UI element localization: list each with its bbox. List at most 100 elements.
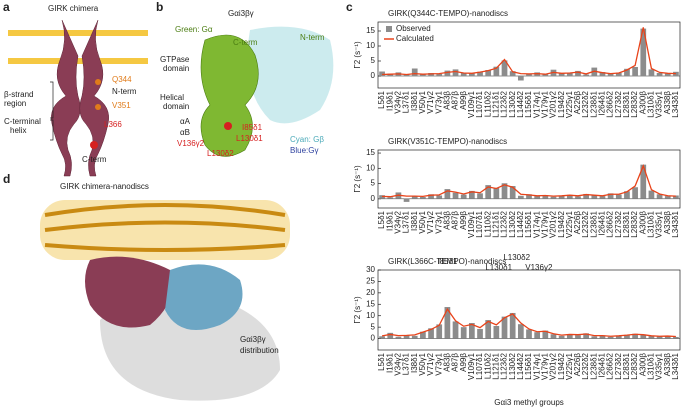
panel-letter: a: [3, 0, 10, 14]
bar: [648, 190, 655, 199]
bar: [534, 332, 541, 339]
y-tick-label: 0: [371, 334, 376, 343]
bar: [485, 320, 492, 339]
x-tick-label: A87β: [451, 211, 460, 230]
residue-label: V136γ2: [177, 139, 205, 148]
bar: [485, 185, 492, 199]
bar: [558, 73, 565, 76]
plot-frame: [377, 149, 681, 209]
x-tick-label: V174γ1: [532, 352, 541, 380]
spin-label-site: [90, 141, 98, 149]
bar: [444, 307, 451, 339]
x-tick-label: A300β: [638, 91, 647, 115]
x-tick-label: L130δ2: [508, 210, 517, 237]
bar: [575, 70, 581, 76]
x-tick-label: V71γ2: [426, 210, 435, 233]
x-tick-label: L194δ2: [557, 90, 566, 117]
domain-label: GTPase: [160, 55, 190, 64]
bar: [403, 198, 410, 202]
y-tick-label: 5: [371, 56, 376, 65]
bar: [469, 190, 475, 199]
residue-label: I85δ1: [242, 123, 263, 132]
x-tick-label: L283δ2: [630, 352, 639, 379]
x-tick-label: L130δ2: [508, 90, 517, 117]
x-tick-label: A99β: [459, 353, 468, 372]
bar: [387, 332, 394, 339]
x-tick-label: A226β: [573, 91, 582, 115]
plot-frame: [377, 21, 681, 89]
x-tick-label: L232δ2: [581, 210, 590, 237]
calculated-line: [381, 307, 676, 338]
bar: [656, 194, 663, 199]
residue-label: Q344: [112, 75, 132, 84]
bar: [460, 72, 467, 76]
x-tick-label: I264δ1: [598, 90, 607, 115]
bar: [624, 334, 630, 339]
y-tick-label: 10: [366, 311, 375, 320]
bar: [436, 73, 443, 76]
bar: [673, 71, 679, 76]
x-tick-label: L310δ1: [647, 352, 656, 379]
x-tick-label: V174γ1: [532, 90, 541, 118]
x-tick-label: L107δ1: [475, 90, 484, 117]
x-tick-label: V201γ2: [549, 90, 558, 118]
x-tick-label: V225γ1: [565, 90, 574, 118]
y-tick-label: 25: [366, 277, 375, 286]
y-tick-label: 20: [366, 288, 375, 297]
x-tick-label: L123δ2: [500, 210, 509, 237]
x-tick-label: L310δ1: [647, 210, 656, 237]
x-tick-label: L123δ2: [500, 352, 509, 379]
spin-label-site: [95, 104, 101, 110]
bar: [428, 328, 434, 339]
x-tick-label: L130δ2: [508, 352, 517, 379]
nanodisc: [40, 200, 290, 260]
x-tick-label: L37δ1: [402, 210, 411, 233]
region-label: helix: [10, 126, 26, 135]
girk-structure: [85, 256, 173, 328]
annotation: I85δ1: [437, 257, 458, 266]
x-tick-label: A99β: [459, 91, 468, 110]
bar: [403, 74, 410, 76]
legend-swatch: [386, 26, 392, 32]
bar: [452, 321, 459, 339]
bar: [534, 196, 541, 199]
x-tick-label: L37δ1: [402, 352, 411, 375]
bar: [558, 195, 565, 199]
bar: [542, 330, 549, 339]
bar: [583, 74, 589, 76]
region-label: region: [4, 99, 26, 108]
bar: [428, 194, 434, 199]
x-tick-label: I38δ1: [410, 210, 419, 231]
x-tick-label: V71γ2: [426, 90, 435, 113]
x-tick-label: A338β: [663, 353, 672, 377]
x-tick-label: V225γ1: [565, 352, 574, 380]
structure-label: Green: Gα: [175, 25, 213, 34]
bar: [575, 335, 581, 339]
bar: [632, 187, 638, 199]
y-tick-label: 5: [371, 179, 376, 188]
x-tick-label: L273δ2: [614, 90, 623, 117]
annotation: V136γ2: [525, 263, 553, 272]
x-tick-label: V73γ1: [434, 90, 443, 113]
x-tick-label: L110δ2: [483, 90, 492, 117]
domain-label: Helical: [160, 93, 184, 102]
bar: [566, 73, 573, 76]
bar: [501, 183, 508, 199]
bar: [558, 335, 565, 339]
bar: [575, 196, 581, 199]
y-axis-label: Γ2 (s⁻¹): [353, 41, 362, 69]
x-tick-label: L110δ2: [483, 210, 492, 237]
membrane: [8, 30, 148, 64]
bar: [615, 194, 622, 199]
x-tick-label: V179γ1: [540, 352, 549, 380]
bar: [583, 193, 589, 199]
bar: [403, 335, 410, 339]
x-tick-label: V73γ1: [434, 352, 443, 375]
bar: [493, 187, 500, 199]
bar: [656, 336, 663, 339]
x-tick-label: L343δ1: [671, 352, 680, 379]
domain-label: domain: [163, 64, 189, 73]
x-tick-label: L343δ1: [671, 90, 680, 117]
helix-label: αB: [180, 128, 190, 137]
bar: [640, 164, 647, 199]
